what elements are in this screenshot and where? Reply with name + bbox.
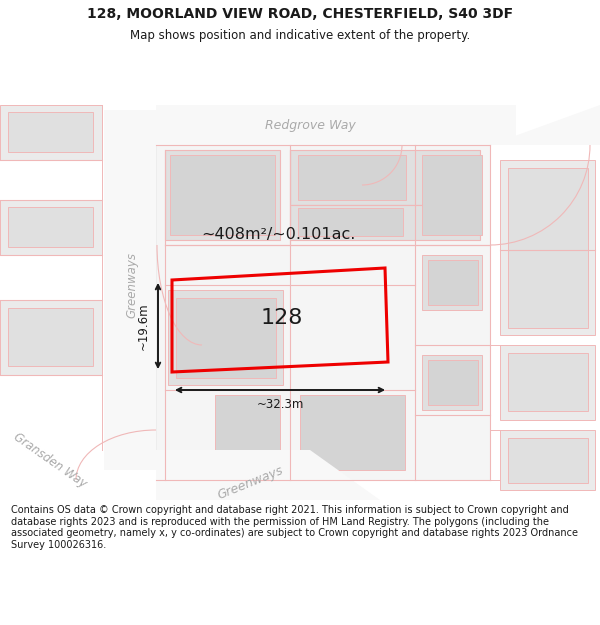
Text: 128, MOORLAND VIEW ROAD, CHESTERFIELD, S40 3DF: 128, MOORLAND VIEW ROAD, CHESTERFIELD, S… [87, 7, 513, 21]
Polygon shape [156, 450, 380, 500]
Bar [8, 207, 93, 247]
Bar [176, 298, 276, 378]
Text: Contains OS data © Crown copyright and database right 2021. This information is : Contains OS data © Crown copyright and d… [11, 505, 578, 550]
Bar [508, 168, 588, 328]
Bar [422, 255, 482, 310]
Bar [8, 308, 93, 366]
Text: Redgrove Way: Redgrove Way [265, 119, 355, 132]
Text: Gransden Way: Gransden Way [11, 430, 89, 490]
Bar [0, 300, 102, 375]
Bar [300, 395, 405, 470]
Bar [0, 200, 102, 255]
Polygon shape [490, 105, 600, 145]
Bar [422, 355, 482, 410]
Bar [290, 150, 480, 205]
Text: Map shows position and indicative extent of the property.: Map shows position and indicative extent… [130, 29, 470, 42]
Bar [298, 155, 406, 200]
Bar [156, 105, 516, 145]
Bar [170, 155, 275, 235]
Text: 128: 128 [261, 308, 303, 328]
Bar [290, 205, 480, 240]
Bar [298, 208, 403, 236]
Bar [0, 105, 102, 160]
Bar [422, 155, 482, 235]
Text: ~32.3m: ~32.3m [256, 398, 304, 411]
Polygon shape [156, 145, 490, 480]
Bar [508, 438, 588, 483]
Text: ~408m²/~0.101ac.: ~408m²/~0.101ac. [201, 228, 355, 242]
Bar [165, 150, 280, 240]
Bar [500, 345, 595, 420]
Bar [104, 110, 156, 470]
Text: ~19.6m: ~19.6m [137, 302, 149, 350]
Bar [428, 360, 478, 405]
Bar [500, 430, 595, 490]
Bar [215, 395, 280, 450]
Text: Greenways: Greenways [215, 464, 285, 502]
Bar [500, 160, 595, 335]
Bar [168, 290, 283, 385]
Bar [508, 353, 588, 411]
Bar [8, 112, 93, 152]
Text: Greenways: Greenways [125, 252, 139, 318]
Bar [428, 260, 478, 305]
